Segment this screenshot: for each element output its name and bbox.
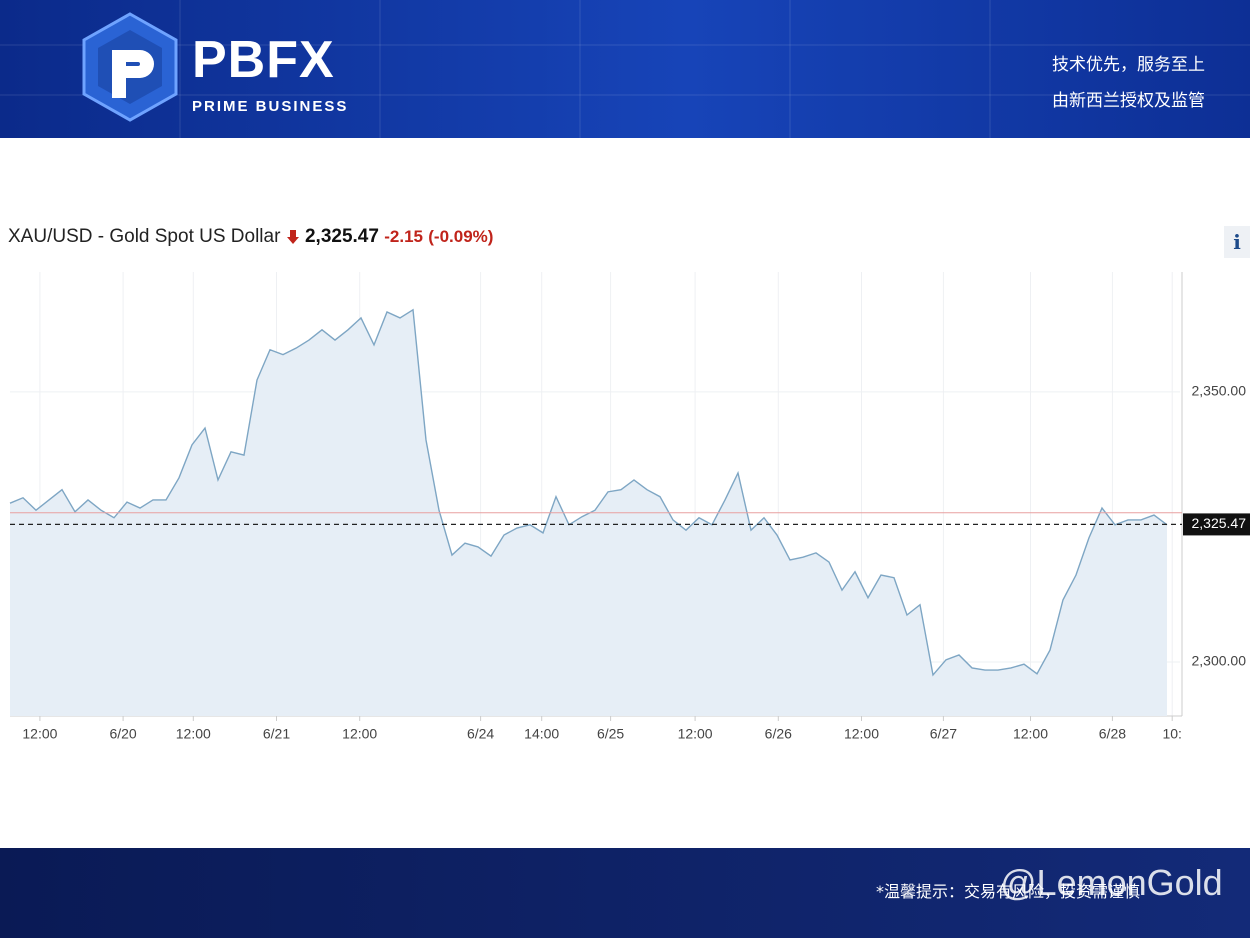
x-tick-label: 6/25 <box>597 726 624 742</box>
down-arrow <box>286 230 299 244</box>
x-tick-label: 12:00 <box>844 726 879 742</box>
y-tick-label: 2,350.00 <box>1192 383 1247 399</box>
info-button[interactable]: i <box>1224 226 1250 258</box>
x-tick-label: 6/27 <box>930 726 957 742</box>
brand-subtitle: PRIME BUSINESS <box>192 98 349 115</box>
slogan: 技术优先，服务至上 <box>1052 55 1205 75</box>
x-tick-label: 12:00 <box>22 726 57 742</box>
x-tick-label: 12:00 <box>1013 726 1048 742</box>
x-tick-label: 10: <box>1162 726 1181 742</box>
x-tick-label: 14:00 <box>524 726 559 742</box>
chart-title: XAU/USD - Gold Spot US Dollar <box>8 226 281 247</box>
x-tick-label: 6/24 <box>467 726 494 742</box>
area-fill <box>10 309 1167 716</box>
footer-banner <box>0 848 1250 938</box>
x-tick-label: 6/28 <box>1099 726 1126 742</box>
header-banner: PBFX PRIME BUSINESS 技术优先，服务至上 由新西兰授权及监管 <box>0 0 1250 138</box>
header-decor <box>0 0 1250 138</box>
logo-mark <box>112 50 154 98</box>
quote-header: XAU/USD - Gold Spot US Dollar 2,325.47 -… <box>8 226 493 248</box>
x-tick-label: 6/20 <box>109 726 136 742</box>
chart: 12:00 6/20 12:00 6/21 12:00 6/24 14:00 6/25 12:0… <box>9 272 1250 742</box>
x-tick-label: 12:00 <box>678 726 713 742</box>
x-tick-label: 6/21 <box>263 726 290 742</box>
price-change: -2.15 <box>384 227 423 246</box>
price-change-pct: (-0.09%) <box>428 227 494 246</box>
x-tick-label: 6/26 <box>765 726 792 742</box>
price-line <box>9 308 1168 677</box>
x-tick-label: 12:00 <box>342 726 377 742</box>
last-price: 2,325.47 <box>304 226 379 247</box>
footer-note: *温馨提示：交易有风险，投资需谨慎 <box>876 882 1141 901</box>
x-tick-label: 12:00 <box>176 726 211 742</box>
last-price-tag <box>1183 513 1250 536</box>
slogan: 由新西兰授权及监管 <box>1052 91 1205 111</box>
y-tick-label: 2,300.00 <box>1192 653 1247 669</box>
brand-logo: PBFX <box>192 31 335 89</box>
watermark: @LemonGold <box>1000 862 1223 903</box>
last-price-label: 2,325.47 <box>1192 515 1247 531</box>
